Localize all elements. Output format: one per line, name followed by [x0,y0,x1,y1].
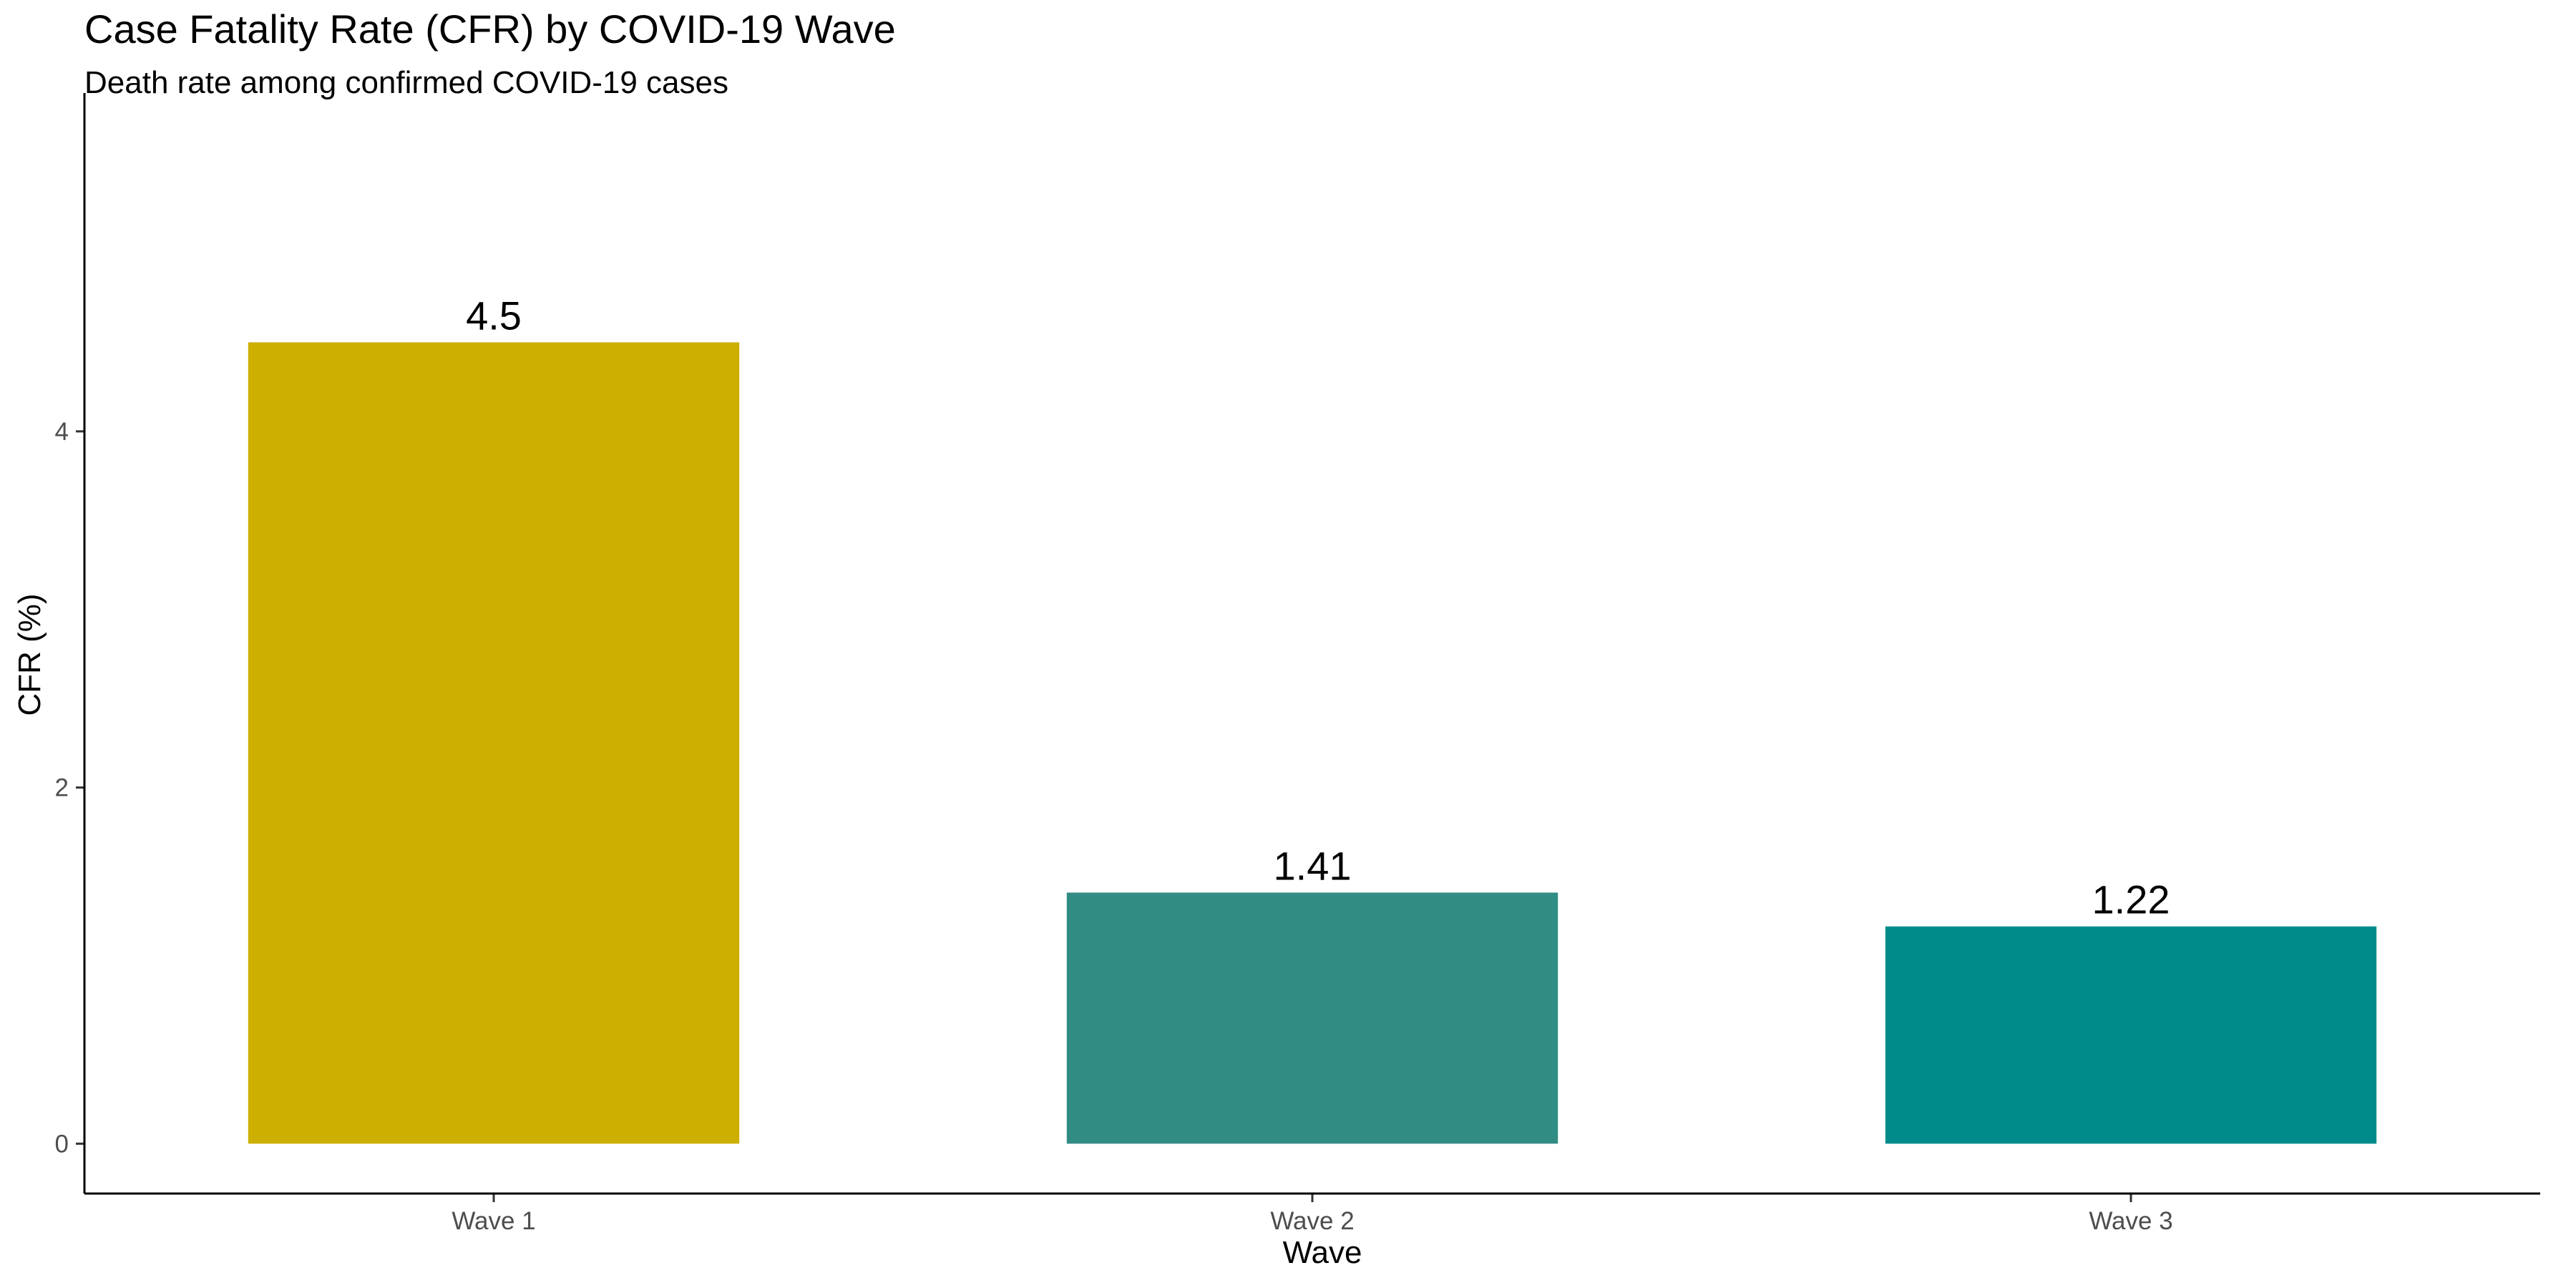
y-tick-label: 2 [55,774,69,802]
data-label: 1.41 [1274,843,1352,888]
x-tick-label: Wave 3 [2089,1207,2172,1235]
bar-wave-2 [1066,892,1558,1144]
bar-wave-1 [248,342,740,1144]
data-label: 1.22 [2092,877,2170,922]
x-tick-label: Wave 2 [1270,1207,1354,1235]
data-label: 4.5 [466,293,522,338]
y-tick-label: 0 [55,1130,69,1158]
y-axis-title: CFR (%) [12,593,47,716]
y-tick-label: 4 [55,418,69,446]
y-axis-ticks: 0 2 4 [55,418,84,1158]
x-axis-ticks: Wave 1 Wave 2 Wave 3 [452,1194,2173,1235]
x-tick-label: Wave 1 [452,1207,535,1235]
x-axis-title: Wave [1283,1235,1362,1270]
chart-subtitle: Death rate among confirmed COVID-19 case… [84,65,728,100]
bar-wave-3 [1885,926,2377,1144]
chart-title: Case Fatality Rate (CFR) by COVID-19 Wav… [84,6,896,52]
bars-group: 4.5 1.41 1.22 [248,293,2377,1144]
